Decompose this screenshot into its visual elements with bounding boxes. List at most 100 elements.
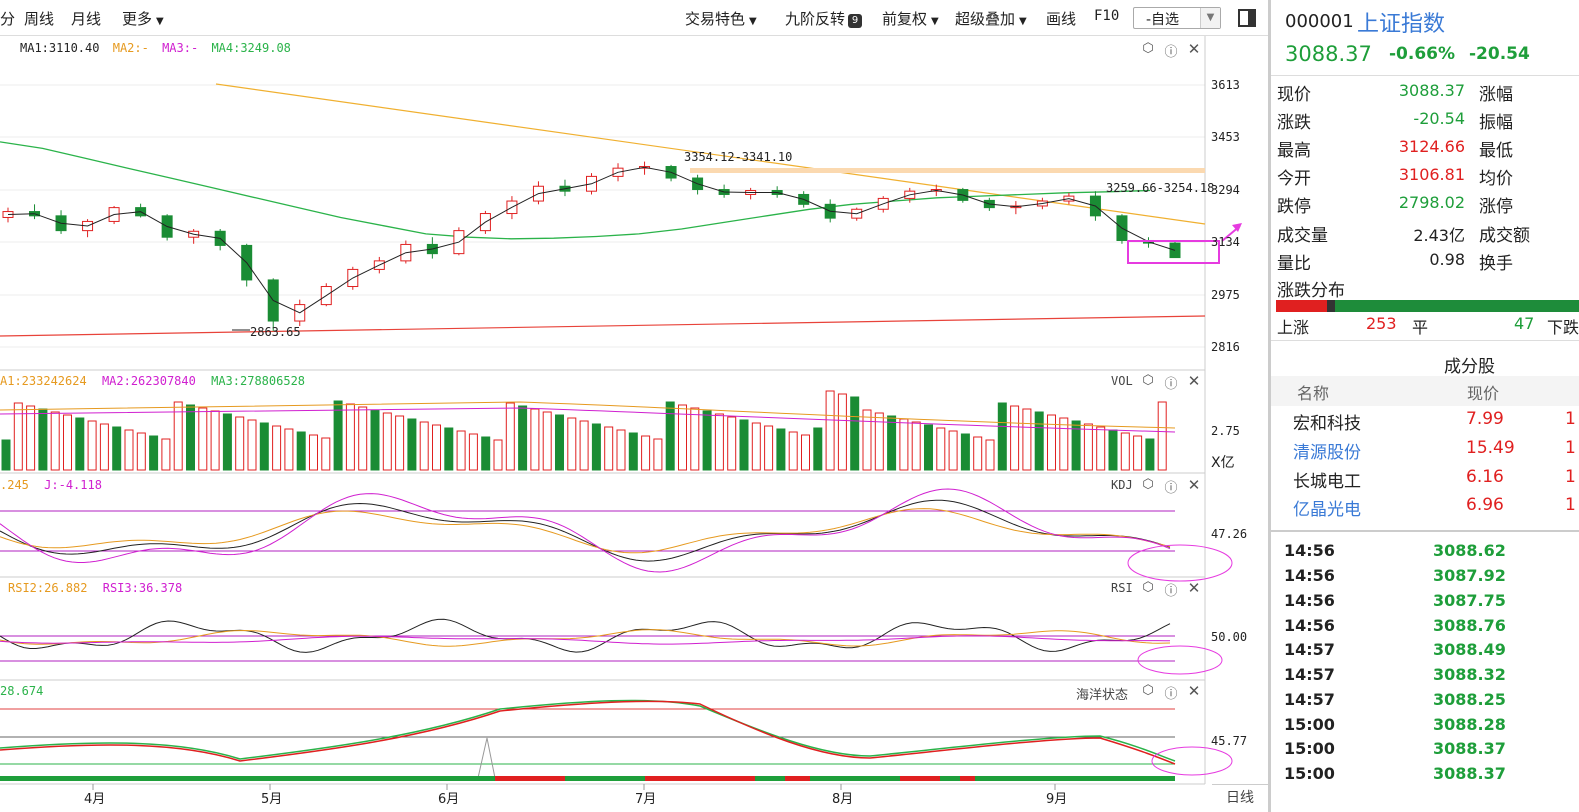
tick-time: 15:00 xyxy=(1284,739,1335,758)
ocean-axis-label: 45.77 xyxy=(1211,734,1248,748)
close-icon[interactable]: ✕ xyxy=(1187,372,1201,390)
ma1-line xyxy=(7,166,1176,314)
help-icon[interactable]: ⓘ xyxy=(1164,481,1178,496)
tick-row: 14:57 3088.49 xyxy=(1271,640,1579,665)
chevron-down-icon: ▼ xyxy=(931,16,939,27)
up-count: 253 xyxy=(1366,314,1397,333)
self-select-dropdown[interactable]: -自选 ▼ xyxy=(1133,7,1221,29)
trade-feature-menu[interactable]: 交易特色 ▼ xyxy=(685,8,757,29)
chart-toolbar: 分 周线 月线 更多 ▼ 交易特色 ▼ 九阶反转 9 前复权 ▼ 超级叠加 ▼ 画线 F1… xyxy=(0,0,1268,36)
chart-canvas[interactable] xyxy=(0,36,1268,812)
volume-bar xyxy=(1022,408,1032,471)
column-name[interactable]: 名称 xyxy=(1297,384,1330,403)
tick-price: 3088.62 xyxy=(1433,541,1506,560)
quote-key: 振幅 xyxy=(1479,113,1513,133)
close-icon[interactable]: ✕ xyxy=(1187,579,1201,597)
settings-icon[interactable]: ⬡ xyxy=(1142,41,1154,56)
volume-bar xyxy=(702,410,712,471)
volume-bar xyxy=(862,409,872,471)
settings-icon[interactable]: ⬡ xyxy=(1142,373,1154,388)
ocean-status-red xyxy=(730,776,755,781)
volume-bar xyxy=(579,420,589,471)
column-price[interactable]: 现价 xyxy=(1467,384,1500,403)
help-icon[interactable]: ⓘ xyxy=(1164,584,1178,599)
self-select-label: -自选 xyxy=(1146,12,1180,28)
tab-monthly[interactable]: 月线 xyxy=(71,10,102,28)
close-icon[interactable]: ✕ xyxy=(1187,40,1201,58)
vol-axis-label: 2.75 xyxy=(1211,424,1240,438)
volume-bar xyxy=(1096,426,1106,471)
volume-bar xyxy=(296,431,306,471)
rsi-axis-label: 50.00 xyxy=(1211,630,1248,644)
volume-bar xyxy=(259,422,269,471)
stock-name[interactable]: 上证指数 xyxy=(1357,12,1446,37)
panel-divider[interactable] xyxy=(1268,0,1271,812)
quote-key: 成交额 xyxy=(1479,226,1530,246)
down-label: 下跌 xyxy=(1547,318,1579,337)
tick-row: 15:00 3088.28 xyxy=(1271,715,1579,740)
help-icon[interactable]: ⓘ xyxy=(1164,687,1178,702)
rsi2-line xyxy=(0,629,1171,647)
more-menu[interactable]: 更多 ▼ xyxy=(122,8,164,29)
settings-icon[interactable]: ⬡ xyxy=(1142,477,1154,492)
constituent-name: 宏和科技 xyxy=(1293,414,1361,434)
divider xyxy=(1271,340,1579,341)
tick-row: 14:56 3087.75 xyxy=(1271,591,1579,616)
f10-button[interactable]: F10 xyxy=(1094,8,1120,24)
flat-segment xyxy=(1327,300,1335,312)
constituent-row[interactable]: 宏和科技 7.99 1 xyxy=(1271,407,1579,435)
volume-bar xyxy=(690,407,700,471)
dist-title: 涨跌分布 xyxy=(1277,281,1345,301)
layout-toggle-icon[interactable] xyxy=(1238,9,1256,27)
tab-weekly[interactable]: 周线 xyxy=(24,10,55,28)
volume-bar xyxy=(75,417,85,471)
tab-minute[interactable]: 分 xyxy=(0,10,16,28)
volume-bar xyxy=(1108,429,1118,471)
low-annotation: 2863.65 xyxy=(250,325,301,339)
rsi2-legend: RSI2:26.882 xyxy=(8,581,88,595)
price-axis-label: 3613 xyxy=(1211,78,1240,92)
draw-line-button[interactable]: 画线 xyxy=(1046,10,1077,28)
volume-bar xyxy=(1010,405,1020,471)
close-icon[interactable]: ✕ xyxy=(1187,682,1201,700)
volume-bar xyxy=(764,425,774,471)
volume-bar xyxy=(997,402,1007,471)
volume-bars xyxy=(0,390,1176,471)
quote-key: 现价 xyxy=(1277,85,1311,105)
quote-panel: 000001 上证指数 3088.37 -0.66% -20.54 现价 3088… xyxy=(1271,0,1579,812)
volume-bar xyxy=(1133,435,1143,471)
help-icon[interactable]: ⓘ xyxy=(1164,377,1178,392)
volume-bar xyxy=(333,400,343,471)
nine-reversal-button[interactable]: 九阶反转 9 xyxy=(785,8,863,29)
volume-bar xyxy=(653,438,663,471)
help-icon[interactable]: ⓘ xyxy=(1164,45,1178,60)
volume-bar xyxy=(1071,420,1081,471)
constituent-row[interactable]: 清源股份 15.49 1 xyxy=(1271,436,1579,464)
volume-bar xyxy=(776,428,786,471)
tick-price: 3088.25 xyxy=(1433,690,1506,709)
constituent-row[interactable]: 亿晶光电 6.96 1 xyxy=(1271,493,1579,521)
highlight-ellipse xyxy=(1127,544,1233,582)
up-label: 上涨 xyxy=(1277,318,1310,337)
constituent-row[interactable]: 长城电工 6.16 1 xyxy=(1271,465,1579,493)
tick-time: 14:56 xyxy=(1284,541,1335,560)
vol-ma3-legend: MA3:278806528 xyxy=(211,374,306,388)
volume-bar xyxy=(481,436,491,471)
overlay-menu[interactable]: 超级叠加 ▼ xyxy=(955,8,1027,29)
adjust-menu[interactable]: 前复权 ▼ xyxy=(882,8,939,29)
close-icon[interactable]: ✕ xyxy=(1187,476,1201,494)
tick-price: 3087.75 xyxy=(1433,591,1506,610)
volume-bar xyxy=(13,402,23,471)
chevron-down-icon: ▼ xyxy=(749,16,757,27)
volume-bar xyxy=(616,429,626,471)
day-line-tab[interactable]: 日线 xyxy=(1212,784,1268,812)
price-axis-label: 2816 xyxy=(1211,340,1240,354)
volume-bar xyxy=(235,416,245,471)
quote-row: 量比 0.98 换手 xyxy=(1277,249,1577,276)
ocean-status-red xyxy=(495,776,565,781)
stock-code: 000001 xyxy=(1285,11,1354,32)
settings-icon[interactable]: ⬡ xyxy=(1142,683,1154,698)
settings-icon[interactable]: ⬡ xyxy=(1142,580,1154,595)
quote-row: 成交量 2.43亿 成交额 xyxy=(1277,221,1577,248)
nine-badge: 9 xyxy=(848,14,863,28)
